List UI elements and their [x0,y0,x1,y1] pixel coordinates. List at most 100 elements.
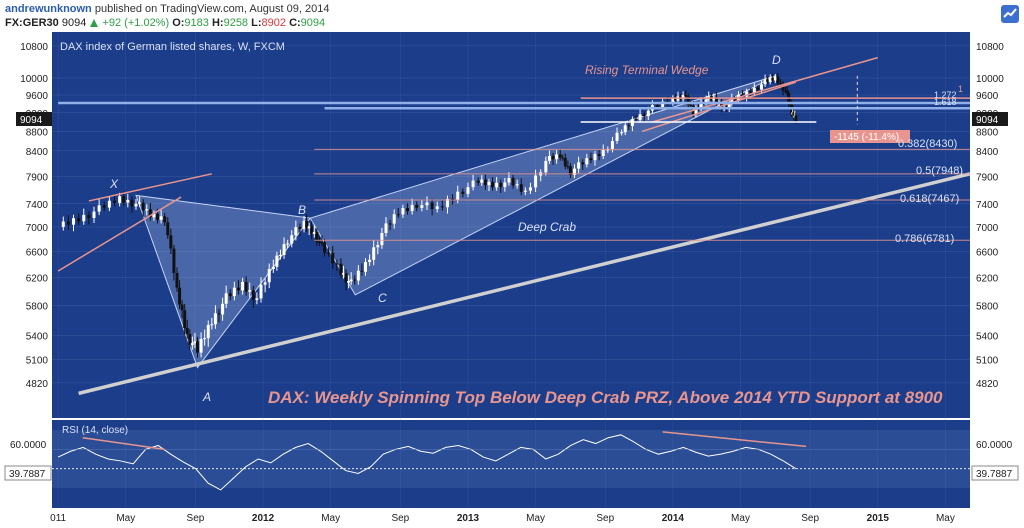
candle-body [771,77,775,81]
candle-body [97,205,101,212]
y-tick-label: 5800 [26,302,49,313]
candle-body [585,158,589,165]
candle-body [503,182,507,188]
candle-body [581,162,585,165]
high-label: H: [211,17,224,29]
last-price-marker-left [16,112,52,126]
candle-body [183,310,187,329]
candle-body [430,202,434,210]
candle-body [320,242,324,244]
close-label: C: [289,17,301,29]
point-d-label: D [772,53,781,67]
x-tick-label: May [731,513,750,524]
candle-body [704,99,708,103]
candle-body [130,199,134,207]
candle-body [511,177,515,186]
candle-body [634,119,638,121]
candle-body [203,338,207,340]
candle-body [589,158,593,161]
candle-body [410,204,414,212]
candle-body [221,303,225,315]
candle-body [341,273,345,275]
candle-body [778,83,782,85]
chart-title: DAX index of German listed shares, W, FX… [60,41,285,53]
candle-body [241,282,245,291]
y-tick-label: 7000 [976,223,999,234]
x-tick-label: Sep [801,513,819,524]
candle-body [392,214,396,224]
rsi-last-marker-right [971,465,1019,481]
candle-body [87,214,91,218]
candle-body [476,180,480,183]
open-label: O: [172,17,185,29]
pattern-label: Deep Crab [518,220,576,234]
last-price-right: 9094 [976,115,999,126]
fib-0618-label: 0.618(7467) [900,193,959,205]
fib-1272-label: 1.272 [934,90,957,100]
low-value: 8902 [261,17,286,29]
candle-body [307,226,311,229]
candle-body [547,155,551,161]
candle-body [415,204,419,208]
candle-body [232,287,236,297]
candle-body [317,241,321,243]
publish-info: published on TradingView.com, August 09,… [94,3,330,15]
candle-body [568,166,572,175]
rsi-last-marker-left [4,465,52,481]
y-tick-label: 4820 [976,379,999,390]
x-tick-label: 011 [50,513,66,524]
rsi-last-right: 39.7887 [976,469,1013,480]
x-tick-label: May [526,513,545,524]
candle-body [615,132,619,141]
candle-body [360,270,364,272]
x-tick-label: 2012 [252,513,275,524]
author-link[interactable]: andrewunknown [5,3,92,15]
candle-body [544,160,548,173]
y-tick-label: 5800 [976,302,999,313]
candle-body [156,213,160,220]
candle-body [199,338,203,353]
x-tick-label: May [321,513,340,524]
candle-body [638,114,642,120]
candle-body [790,104,794,115]
tradingview-logo-icon [1001,5,1019,23]
candle-body [61,221,65,227]
candle-body [259,284,263,299]
candle-body [642,114,646,117]
overlay-lines [57,56,971,396]
candle-body [480,179,484,183]
candle-body [671,97,675,104]
y-tick-label: 6200 [26,274,49,285]
y-tick-label: 6200 [976,274,999,285]
x-tick-label: Sep [391,513,409,524]
candle-body [298,227,302,229]
y-tick-label: 10000 [976,74,1004,85]
candle-body [206,324,210,339]
rsi-title: RSI (14, close) [62,425,128,436]
candle-body [282,244,286,255]
candle-body [451,198,455,200]
candle-body [471,180,475,188]
candle-body [573,168,577,175]
candle-body [166,222,170,236]
wedge-lower [641,81,797,133]
rsi-divergence-1 [82,436,165,451]
candle-body [515,184,519,186]
candle-body [190,343,194,345]
candle-body [188,333,192,345]
candle-body [401,208,405,215]
drop-badge [830,130,910,143]
y-tick-label: 4820 [26,379,49,390]
candle-body [82,214,86,222]
time-axis: 011 May Sep 2012 May Sep 2013 May Sep 2014 May Sep 2… [50,513,955,524]
wedge-upper [652,56,878,123]
candle-body [102,205,106,208]
candle-body [349,279,353,282]
candle-body [773,76,777,81]
candle-body [141,202,145,211]
y-tick-label: 8800 [976,127,999,138]
candle-body [610,140,614,150]
candle-body [519,184,523,192]
candle-body [466,187,470,194]
candle-body [77,218,81,222]
